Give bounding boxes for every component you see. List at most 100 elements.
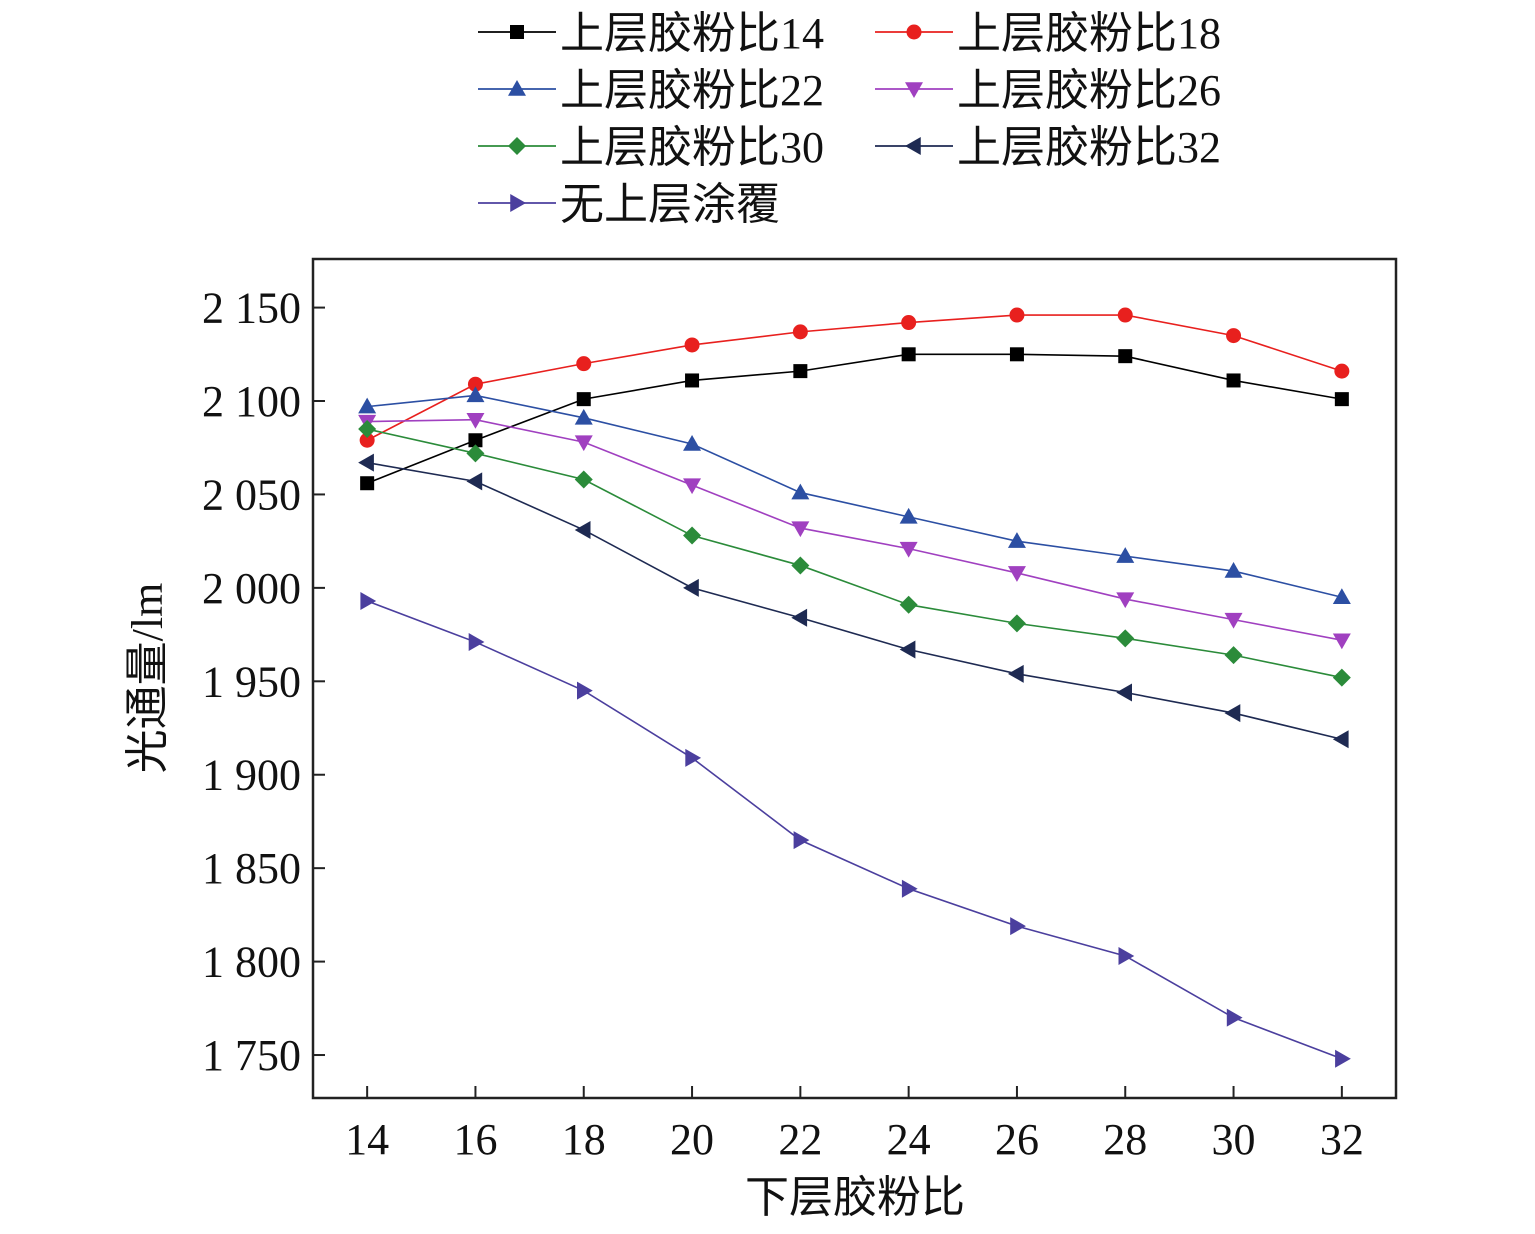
series-line bbox=[366, 600, 1343, 1060]
plot-frame bbox=[311, 257, 1398, 1100]
data-point bbox=[1332, 633, 1351, 650]
data-point bbox=[899, 507, 918, 524]
data-point bbox=[899, 541, 918, 558]
legend-label: 无上层涂覆 bbox=[560, 180, 780, 229]
y-tick-label: 2 100 bbox=[202, 377, 301, 426]
data-point bbox=[791, 556, 810, 575]
data-point bbox=[360, 591, 377, 610]
data-point bbox=[1226, 1008, 1243, 1027]
series-4 bbox=[358, 412, 1351, 650]
legend-marker bbox=[510, 25, 524, 39]
data-point bbox=[574, 520, 591, 539]
legend-marker bbox=[906, 24, 922, 40]
legend-label: 上层胶粉比30 bbox=[560, 123, 824, 172]
data-point bbox=[1335, 1049, 1351, 1068]
series-2 bbox=[359, 307, 1350, 448]
data-point bbox=[1117, 307, 1133, 323]
data-point bbox=[1334, 363, 1350, 379]
data-point bbox=[466, 412, 485, 429]
data-point bbox=[901, 315, 917, 331]
data-point bbox=[1116, 683, 1132, 702]
data-point bbox=[685, 748, 702, 767]
legend-label: 上层胶粉比26 bbox=[957, 66, 1221, 115]
legend-item: 上层胶粉比14 bbox=[478, 9, 824, 58]
series-line bbox=[367, 418, 1342, 641]
series-1 bbox=[360, 347, 1349, 491]
data-point bbox=[684, 337, 700, 353]
data-point bbox=[576, 392, 591, 407]
data-point bbox=[685, 373, 700, 388]
legend-item: 无上层涂覆 bbox=[478, 180, 780, 229]
legend: 上层胶粉比14 上层胶粉比18 上层胶粉比22 上层胶粉比26 上层胶粉比30 上层胶粉比… bbox=[478, 9, 1221, 229]
data-point bbox=[1009, 347, 1024, 362]
data-point bbox=[1226, 328, 1242, 344]
data-point bbox=[466, 472, 483, 491]
data-point bbox=[793, 364, 808, 379]
data-point bbox=[1116, 629, 1135, 648]
data-point bbox=[791, 483, 810, 500]
data-point bbox=[577, 681, 593, 700]
legend-item: 上层胶粉比30 bbox=[478, 123, 824, 172]
data-point bbox=[359, 432, 375, 448]
x-tick-label: 24 bbox=[887, 1115, 931, 1164]
data-point bbox=[468, 633, 485, 652]
data-point bbox=[683, 434, 702, 451]
legend-marker bbox=[905, 82, 923, 98]
legend-label: 上层胶粉比32 bbox=[957, 123, 1221, 172]
data-point bbox=[901, 347, 916, 362]
data-point bbox=[683, 526, 702, 545]
series-line bbox=[366, 428, 1343, 679]
x-axis: 14 16 18 20 22 24 26 28 30 32 bbox=[345, 1086, 1364, 1164]
data-point bbox=[1007, 664, 1024, 683]
x-tick-label: 30 bbox=[1212, 1115, 1256, 1164]
data-point bbox=[466, 444, 485, 463]
data-point bbox=[1226, 373, 1241, 388]
y-tick-label: 2 000 bbox=[202, 564, 301, 613]
data-point bbox=[1118, 349, 1133, 364]
x-axis-title: 下层胶粉比 bbox=[745, 1173, 965, 1222]
series-layer bbox=[358, 307, 1351, 1068]
data-point bbox=[793, 831, 810, 850]
data-point bbox=[358, 397, 377, 414]
legend-item: 上层胶粉比32 bbox=[875, 123, 1221, 172]
y-tick-label: 2 050 bbox=[202, 470, 301, 519]
series-line bbox=[366, 353, 1342, 484]
data-point bbox=[574, 470, 593, 489]
data-point bbox=[791, 521, 810, 538]
data-point bbox=[791, 608, 808, 627]
legend-marker bbox=[905, 137, 921, 155]
data-point bbox=[1116, 592, 1135, 609]
data-point bbox=[1332, 588, 1351, 604]
series-3 bbox=[358, 386, 1351, 604]
data-point bbox=[683, 578, 699, 597]
legend-label: 上层胶粉比22 bbox=[560, 66, 824, 115]
series-line bbox=[366, 314, 1343, 441]
legend-item: 上层胶粉比18 bbox=[875, 9, 1221, 58]
x-tick-label: 18 bbox=[562, 1115, 606, 1164]
series-6 bbox=[358, 453, 1349, 749]
series-line bbox=[367, 461, 1343, 741]
data-point bbox=[1010, 917, 1026, 936]
data-point bbox=[468, 433, 483, 448]
legend-marker bbox=[508, 80, 526, 96]
data-point bbox=[1224, 704, 1241, 723]
data-point bbox=[358, 420, 377, 439]
data-point bbox=[899, 595, 918, 614]
data-point bbox=[899, 640, 916, 659]
data-point bbox=[1334, 392, 1349, 407]
series-5 bbox=[358, 420, 1351, 687]
data-point bbox=[683, 478, 702, 495]
data-point bbox=[574, 408, 593, 425]
legend-marker bbox=[508, 137, 526, 155]
x-tick-label: 14 bbox=[345, 1115, 389, 1164]
data-point bbox=[1116, 547, 1135, 563]
data-point bbox=[1007, 532, 1026, 548]
data-point bbox=[574, 435, 593, 452]
y-tick-label: 1 750 bbox=[202, 1031, 301, 1080]
x-tick-label: 32 bbox=[1320, 1115, 1364, 1164]
data-point bbox=[467, 376, 483, 392]
y-tick-label: 1 950 bbox=[202, 657, 301, 706]
data-point bbox=[360, 476, 375, 491]
data-point bbox=[466, 386, 485, 403]
x-tick-label: 22 bbox=[778, 1115, 822, 1164]
